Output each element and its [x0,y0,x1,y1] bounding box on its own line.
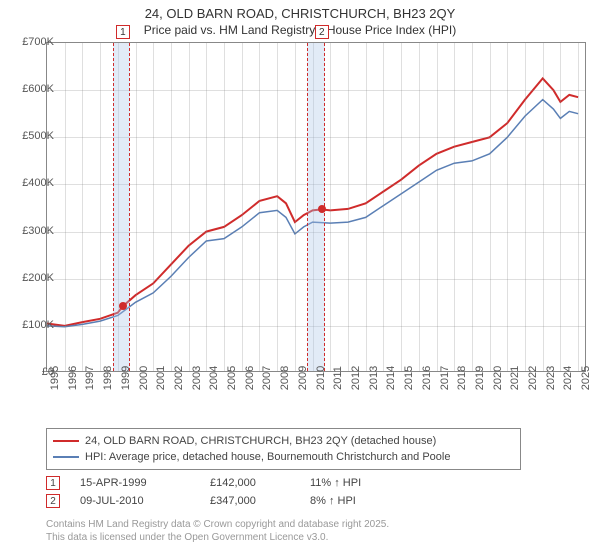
gridline-v [472,43,473,371]
x-axis-label: 2004 [208,366,220,390]
x-axis-label: 2025 [580,366,592,390]
y-axis-label: £0 [42,366,54,378]
gridline-v [454,43,455,371]
gridline-v [383,43,384,371]
sale-delta: 8% ↑ HPI [310,495,390,507]
gridline-v [171,43,172,371]
x-axis-label: 2018 [456,366,468,390]
x-axis-label: 2021 [509,366,521,390]
gridline-v [65,43,66,371]
x-axis-label: 2019 [474,366,486,390]
sales-row: 1 15-APR-1999 £142,000 11% ↑ HPI [46,474,390,492]
footer-attribution: Contains HM Land Registry data © Crown c… [46,518,389,544]
x-axis-label: 2011 [332,366,344,390]
gridline-v [295,43,296,371]
gridline-v [189,43,190,371]
x-axis-label: 2003 [191,366,203,390]
x-axis-label: 2012 [350,366,362,390]
legend-label-hpi: HPI: Average price, detached house, Bour… [85,449,450,465]
x-axis-label: 2008 [279,366,291,390]
x-axis-label: 2014 [385,366,397,390]
shaded-band [113,43,131,371]
gridline-v [277,43,278,371]
legend-item-hpi: HPI: Average price, detached house, Bour… [53,449,514,465]
footer-line2: This data is licensed under the Open Gov… [46,531,389,544]
x-axis-label: 2006 [244,366,256,390]
footer-line1: Contains HM Land Registry data © Crown c… [46,518,389,531]
x-axis-label: 2010 [315,366,327,390]
gridline-v [578,43,579,371]
x-axis-label: 1998 [102,366,114,390]
sale-date: 15-APR-1999 [80,477,190,489]
gridline-v [100,43,101,371]
x-axis-label: 2016 [421,366,433,390]
sale-price: £347,000 [210,495,290,507]
x-axis-label: 2017 [439,366,451,390]
gridline-v [525,43,526,371]
sale-marker-dot [318,205,326,213]
gridline-v [419,43,420,371]
gridline-v [259,43,260,371]
x-axis-label: 2020 [492,366,504,390]
gridline-v [437,43,438,371]
sales-table: 1 15-APR-1999 £142,000 11% ↑ HPI 2 09-JU… [46,474,390,510]
chart-title: 24, OLD BARN ROAD, CHRISTCHURCH, BH23 2Q… [0,0,600,21]
x-axis-label: 2022 [527,366,539,390]
gridline-v [490,43,491,371]
chart-container: { "title": "24, OLD BARN ROAD, CHRISTCHU… [0,0,600,560]
x-axis-label: 2005 [226,366,238,390]
x-axis-label: 2000 [138,366,150,390]
y-axis-label: £100K [22,319,54,331]
legend-swatch-hpi [53,456,79,458]
legend-swatch-price-paid [53,440,79,442]
sale-price: £142,000 [210,477,290,489]
sale-marker-dot [119,302,127,310]
sale-marker-label: 1 [46,476,60,490]
sale-marker-label: 2 [46,494,60,508]
gridline-v [153,43,154,371]
x-axis-label: 2007 [261,366,273,390]
y-axis-label: £600K [22,83,54,95]
x-axis-label: 2015 [403,366,415,390]
legend-box: 24, OLD BARN ROAD, CHRISTCHURCH, BH23 2Q… [46,428,521,470]
x-axis-label: 1999 [120,366,132,390]
gridline-v [330,43,331,371]
gridline-v [82,43,83,371]
sale-marker-box: 1 [116,25,130,39]
gridline-v [401,43,402,371]
legend-label-price-paid: 24, OLD BARN ROAD, CHRISTCHURCH, BH23 2Q… [85,433,436,449]
gridline-v [206,43,207,371]
x-axis-label: 2009 [297,366,309,390]
y-axis-label: £200K [22,272,54,284]
gridline-v [242,43,243,371]
sales-row: 2 09-JUL-2010 £347,000 8% ↑ HPI [46,492,390,510]
gridline-v [560,43,561,371]
y-axis-label: £500K [22,130,54,142]
x-axis-label: 1997 [84,366,96,390]
x-axis-label: 2024 [562,366,574,390]
sale-delta: 11% ↑ HPI [310,477,390,489]
chart-area: 12 1995199619971998199920002001200220032… [46,42,586,392]
x-axis-label: 2013 [368,366,380,390]
gridline-v [507,43,508,371]
gridline-v [366,43,367,371]
x-axis-label: 2001 [155,366,167,390]
gridline-v [224,43,225,371]
sale-date: 09-JUL-2010 [80,495,190,507]
x-axis-label: 2002 [173,366,185,390]
plot-region: 12 [46,42,586,372]
x-axis-label: 2023 [545,366,557,390]
gridline-v [136,43,137,371]
legend-item-price-paid: 24, OLD BARN ROAD, CHRISTCHURCH, BH23 2Q… [53,433,514,449]
gridline-v [543,43,544,371]
x-axis-label: 1996 [67,366,79,390]
gridline-v [348,43,349,371]
chart-subtitle: Price paid vs. HM Land Registry's House … [0,21,600,37]
y-axis-label: £700K [22,36,54,48]
y-axis-label: £300K [22,225,54,237]
y-axis-label: £400K [22,177,54,189]
sale-marker-box: 2 [315,25,329,39]
